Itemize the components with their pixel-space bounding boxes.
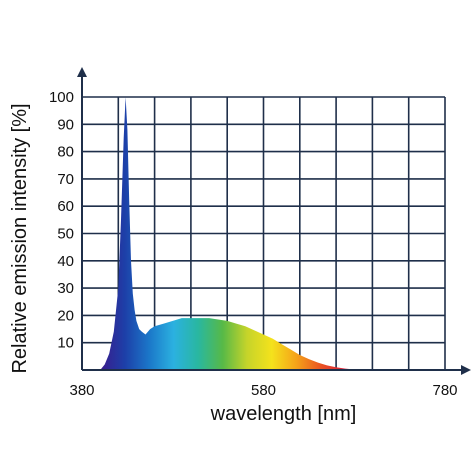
spectrum-series-area <box>100 97 373 370</box>
y-tick-label: 60 <box>57 198 74 215</box>
x-axis-label: wavelength [nm] <box>210 403 357 425</box>
y-tick-label: 90 <box>57 116 74 133</box>
y-tick-label: 20 <box>57 307 74 324</box>
x-tick-label: 380 <box>69 382 94 399</box>
axes <box>77 67 471 375</box>
y-axis-label: Relative emission intensity [%] <box>9 103 31 373</box>
y-tick-label: 70 <box>57 171 74 188</box>
x-tick-label: 780 <box>432 382 457 399</box>
y-tick-label: 30 <box>57 280 74 297</box>
plot-area <box>100 97 373 370</box>
y-tick-label: 50 <box>57 226 74 243</box>
x-tick-label: 580 <box>251 382 276 399</box>
y-tick-label: 100 <box>49 89 74 106</box>
y-tick-label: 10 <box>57 335 74 352</box>
y-tick-label: 80 <box>57 144 74 161</box>
tick-labels: 10 20 30 40 50 60 70 80 90 100 380 580 780 <box>49 89 458 399</box>
y-tick-label: 40 <box>57 253 74 270</box>
